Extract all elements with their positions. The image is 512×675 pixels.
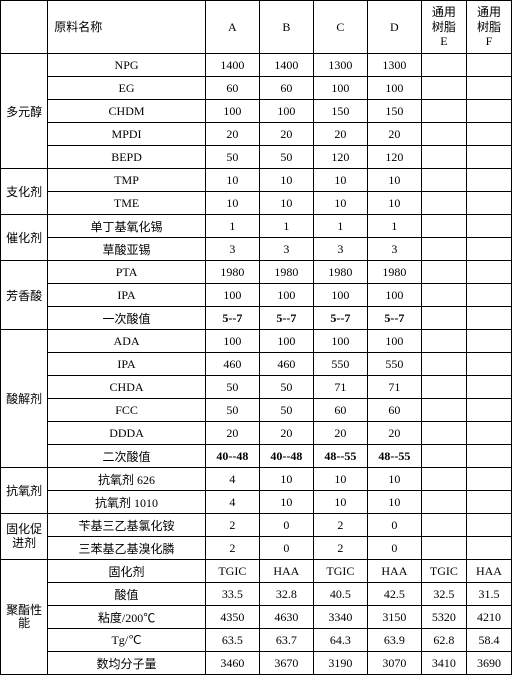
- col-b: B: [259, 1, 313, 54]
- cat-aromatic: 芳香酸: [1, 261, 48, 330]
- cat-branching: 支化剂: [1, 169, 48, 215]
- cat-antioxidant: 抗氧剂: [1, 468, 48, 514]
- cat-catalyst: 催化剂: [1, 215, 48, 261]
- cat-polyol: 多元醇: [1, 54, 48, 169]
- cat-header: [1, 1, 48, 54]
- cat-polyester-perf: 聚酯性能: [1, 560, 48, 675]
- cat-acidolysis: 酸解剂: [1, 330, 48, 468]
- col-c: C: [313, 1, 367, 54]
- name-header: 原料名称: [48, 1, 206, 54]
- cat-cure-promoter: 固化促进剂: [1, 514, 48, 560]
- col-f: 通用树脂F: [466, 1, 511, 54]
- material-table: 原料名称 A B C D 通用树脂E 通用树脂F 多元醇 NPG14001400…: [0, 0, 512, 675]
- header-row: 原料名称 A B C D 通用树脂E 通用树脂F: [1, 1, 512, 54]
- col-e: 通用树脂E: [421, 1, 466, 54]
- col-a: A: [205, 1, 259, 54]
- col-d: D: [367, 1, 421, 54]
- row-name: NPG: [48, 54, 206, 77]
